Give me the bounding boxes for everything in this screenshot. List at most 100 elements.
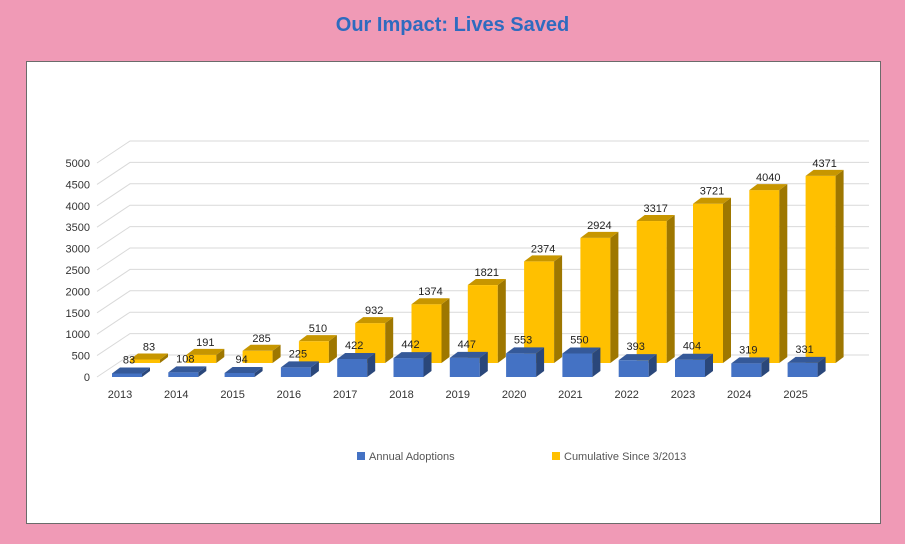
bar-front xyxy=(562,353,593,377)
bar-annual xyxy=(337,352,376,377)
data-label-cumulative: 2374 xyxy=(531,243,555,255)
x-tick-label: 2023 xyxy=(671,389,695,401)
bar-front xyxy=(731,363,762,377)
bar-side xyxy=(385,317,394,363)
bar-annual xyxy=(618,354,657,377)
bar-side xyxy=(592,347,601,377)
data-label-cumulative: 4040 xyxy=(756,172,780,184)
bar-top xyxy=(449,351,488,358)
bar-side xyxy=(705,353,713,377)
bar-top xyxy=(130,353,168,360)
data-label-annual: 550 xyxy=(570,334,588,346)
bar-front xyxy=(618,360,649,377)
x-tick-label: 2021 xyxy=(558,389,582,401)
bar-top xyxy=(280,361,319,368)
bar-side xyxy=(779,184,788,363)
bar-side xyxy=(423,352,432,377)
bar-top xyxy=(112,367,150,374)
x-tick-label: 2014 xyxy=(164,389,188,401)
bar-top xyxy=(393,352,432,359)
y-tick-label: 0 xyxy=(84,372,90,384)
y-tick-label: 2000 xyxy=(66,286,90,298)
bar-top xyxy=(805,169,844,176)
bar-front xyxy=(693,203,723,363)
bar-annual xyxy=(280,361,319,377)
bar-side xyxy=(610,231,619,363)
bar-side xyxy=(497,279,506,363)
bar-top xyxy=(636,215,675,222)
data-label-annual: 404 xyxy=(683,341,701,353)
x-tick-label: 2015 xyxy=(220,389,244,401)
bar-side xyxy=(328,335,337,363)
x-tick-label: 2018 xyxy=(389,389,413,401)
data-label-annual: 94 xyxy=(235,354,247,366)
chart-svg: 0 500 1000 1500 2000 2500 3000 3500 4000 4500 5000… xyxy=(66,140,869,463)
bar-annual xyxy=(112,367,150,377)
bar-top xyxy=(580,231,619,238)
data-label-annual: 553 xyxy=(514,334,532,346)
bar-side xyxy=(835,169,844,363)
bar-side xyxy=(310,361,319,377)
data-label-cumulative: 191 xyxy=(196,337,214,349)
y-tick-label: 500 xyxy=(72,351,90,363)
bar-side xyxy=(761,357,770,377)
x-tick-label: 2022 xyxy=(614,389,638,401)
data-label-cumulative: 1374 xyxy=(418,286,442,298)
bar-annual xyxy=(393,352,432,377)
bar-top xyxy=(749,184,788,191)
data-label-annual: 225 xyxy=(289,348,307,360)
bar-cumulative xyxy=(805,169,844,363)
bar-annual xyxy=(562,347,601,377)
data-label-annual: 447 xyxy=(458,339,476,351)
bar-side xyxy=(666,215,675,363)
bar-side xyxy=(272,344,281,363)
bar-cumulative xyxy=(298,335,337,363)
bar-side xyxy=(254,366,263,377)
x-tick-label: 2025 xyxy=(783,389,807,401)
bar-cumulative xyxy=(242,344,281,363)
y-tick-label: 2500 xyxy=(66,265,90,277)
bar-cumulative xyxy=(524,255,563,363)
bar-top xyxy=(675,353,713,360)
chart-panel: 0 500 1000 1500 2000 2500 3000 3500 4000 4500 5000… xyxy=(26,61,881,524)
y-tick-label: 4500 xyxy=(66,179,90,191)
bar-annual xyxy=(731,357,770,377)
gridline xyxy=(96,140,869,164)
bar-cumulative xyxy=(467,279,506,363)
data-label-annual: 108 xyxy=(176,353,194,365)
bar-top xyxy=(467,279,506,286)
bar-front xyxy=(242,350,273,363)
bar-side xyxy=(536,347,545,377)
y-tick-label: 1500 xyxy=(66,308,90,320)
bar-top xyxy=(693,197,731,204)
data-label-annual: 319 xyxy=(739,344,757,356)
bar-front xyxy=(449,357,480,377)
legend-swatch xyxy=(357,452,365,460)
bar-annual xyxy=(449,351,488,377)
gridline xyxy=(96,183,869,207)
legend-label: Annual Adoptions xyxy=(369,451,455,463)
bar-front xyxy=(805,175,836,363)
gridline xyxy=(96,333,869,357)
y-tick-label: 3000 xyxy=(66,244,90,256)
bar-top xyxy=(411,298,450,305)
bar-front xyxy=(280,367,311,377)
data-label-cumulative: 2924 xyxy=(587,220,611,232)
gridline xyxy=(96,161,869,185)
bar-side xyxy=(554,255,563,363)
y-tick-label: 3500 xyxy=(66,222,90,234)
bar-side xyxy=(160,353,168,363)
bar-top xyxy=(562,347,601,354)
x-tick-label: 2013 xyxy=(108,389,132,401)
gridline xyxy=(96,311,869,335)
data-label-cumulative: 83 xyxy=(143,341,155,353)
legend-swatch xyxy=(552,452,560,460)
x-tick-label: 2020 xyxy=(502,389,526,401)
bar-front xyxy=(298,341,329,363)
gridline xyxy=(96,268,869,292)
data-label-cumulative: 4371 xyxy=(812,158,836,170)
x-tick-label: 2017 xyxy=(333,389,357,401)
bar-top xyxy=(731,357,770,364)
bar-cumulative xyxy=(186,348,225,363)
y-tick-label: 5000 xyxy=(66,158,90,170)
